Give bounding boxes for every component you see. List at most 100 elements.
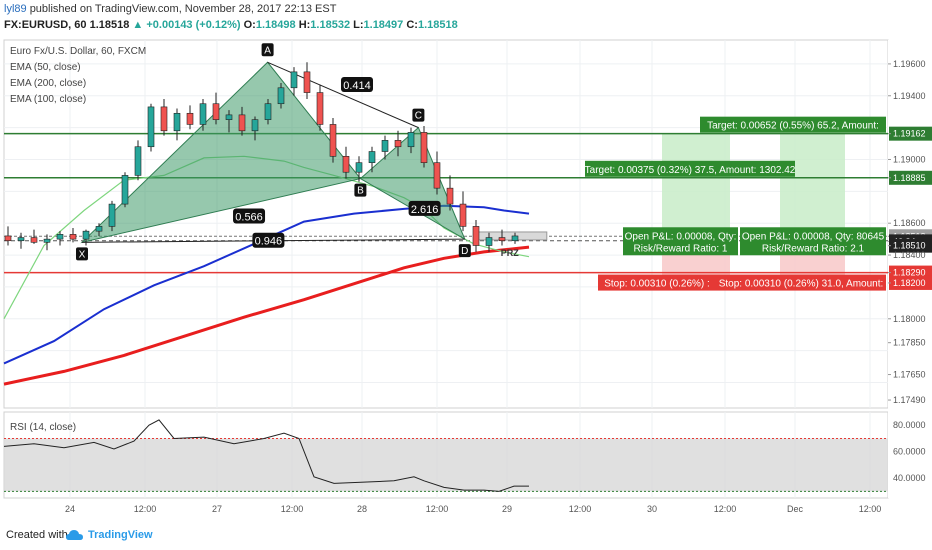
point-marker-x [76,247,88,261]
point-label-a: A [264,45,271,56]
author-link[interactable]: lyl89 [4,3,27,15]
price-axis: 1.19600 1.19400 1.19162 1.19000 1.18885 1.186… [888,40,932,498]
footer: Created with TradingView [0,521,932,550]
time-label: 12:00 [281,504,304,514]
time-label: 29 [502,504,512,514]
candle-body [30,237,38,243]
candle-body [459,203,467,227]
candle-body [186,112,194,125]
time-label: 12:00 [569,504,592,514]
rsi-panel: 80.0000 60.0000 40.0000 [3,419,926,492]
tradingview-brand[interactable]: TradingView [88,529,153,541]
open-pl-badge-1-bg [623,227,738,256]
ratio-label: 2.616 [411,204,439,216]
candle-body [290,71,298,89]
candle-body [433,162,441,189]
prz-label: PRZ [501,248,520,258]
time-label: 30 [647,504,657,514]
time-label: 24 [65,504,75,514]
candle-body [17,237,25,242]
candle-body [4,235,12,242]
open-pl-badge-1-text: Risk/Reward Ratio: 1 [634,243,728,254]
rsi-band [4,438,888,492]
price-label: 1.17490 [893,395,926,405]
harmonic-pattern-labels: X A B C D 0.566 0.414 2.616 0.946 PRZ [76,43,520,261]
open-value: 1.18498 [255,19,296,31]
point-marker-b [354,183,367,197]
candle-body [381,140,389,152]
candle-body [368,151,376,163]
close-value: 1.18518 [417,19,458,31]
price-label: 1.18885 [893,173,926,183]
time-label: Dec [787,504,804,514]
candle-body [121,175,129,205]
candle-body [472,226,480,246]
ema200-legend[interactable]: EMA (200, close) [10,78,87,89]
candle-body [56,234,64,240]
candle-body [420,132,428,163]
publish-info: lyl89 published on TradingView.com, Nove… [4,3,336,15]
target-zone [662,133,730,237]
time-label: 12:00 [134,504,157,514]
price-label: 1.18400 [893,250,926,260]
ratio-label: 0.946 [255,236,283,248]
candle-body [485,237,493,246]
chart-grid [3,39,889,499]
time-label: 12:00 [426,504,449,514]
ratio-badge [252,232,285,248]
rsi-axis-label: 80.0000 [893,420,926,430]
rsi-axis-label: 40.0000 [893,473,926,483]
open-label: O: [243,19,256,31]
candle-body [108,203,116,227]
ratio-label: 0.414 [343,80,371,92]
price-label: 1.18200 [893,278,926,288]
candle-body [264,103,272,120]
candle-body [238,114,246,132]
candle-body [160,106,168,132]
candle-body [43,238,51,243]
low-label: L: [353,19,364,31]
symbol-name: FX:EURUSD, 60 [4,19,87,31]
candle-body [173,112,181,132]
target-zone [780,133,845,237]
ratio-badge [233,208,266,224]
ratio-label: 0.566 [235,211,263,223]
candle-body [251,119,259,132]
low-value: 1.18497 [363,19,404,31]
target-badge-2-bg [585,160,795,177]
open-pl-badge-1-text: Open P&L: 0.00008, Qty: [625,231,737,242]
high-label: H: [298,19,311,31]
stop-badge-1-bg [598,274,716,291]
point-marker-a [261,43,274,57]
price-tag-bg [889,126,932,141]
candle-body [199,103,207,125]
candle-body [225,114,233,120]
price-label: 1.18290 [893,268,926,278]
xab-triangle [80,61,362,244]
ema50-legend[interactable]: EMA (50, close) [10,62,81,73]
time-label: 12:00 [859,504,882,514]
target-badge-1-text: Target: 0.00652 (0.55%) 65.2, Amount: [707,121,879,132]
price-label: 1.17650 [893,370,926,380]
price-tag-bg [889,238,932,253]
price-label: 1.18510 [893,241,926,251]
point-marker-d [458,244,471,258]
ratio-badge [341,76,373,92]
point-label-d: D [461,246,468,257]
candle-body [69,234,77,240]
candle-body [95,226,103,232]
ema200-line [3,245,530,386]
ema100-legend[interactable]: EMA (100, close) [10,94,87,105]
rsi-legend[interactable]: RSI (14, close) [10,422,77,433]
candle-body [511,235,519,242]
time-label: 28 [357,504,367,514]
position-badges: Target: 0.00652 (0.55%) 65.2, Amount: Tar… [585,116,886,291]
price-tag-bg [889,275,932,290]
price-label: 1.17850 [893,338,926,348]
price-label: 1.18600 [893,218,926,228]
candle-body [134,146,142,176]
candle-body [277,87,285,105]
point-marker-c [412,108,425,122]
candle-body [498,237,506,242]
